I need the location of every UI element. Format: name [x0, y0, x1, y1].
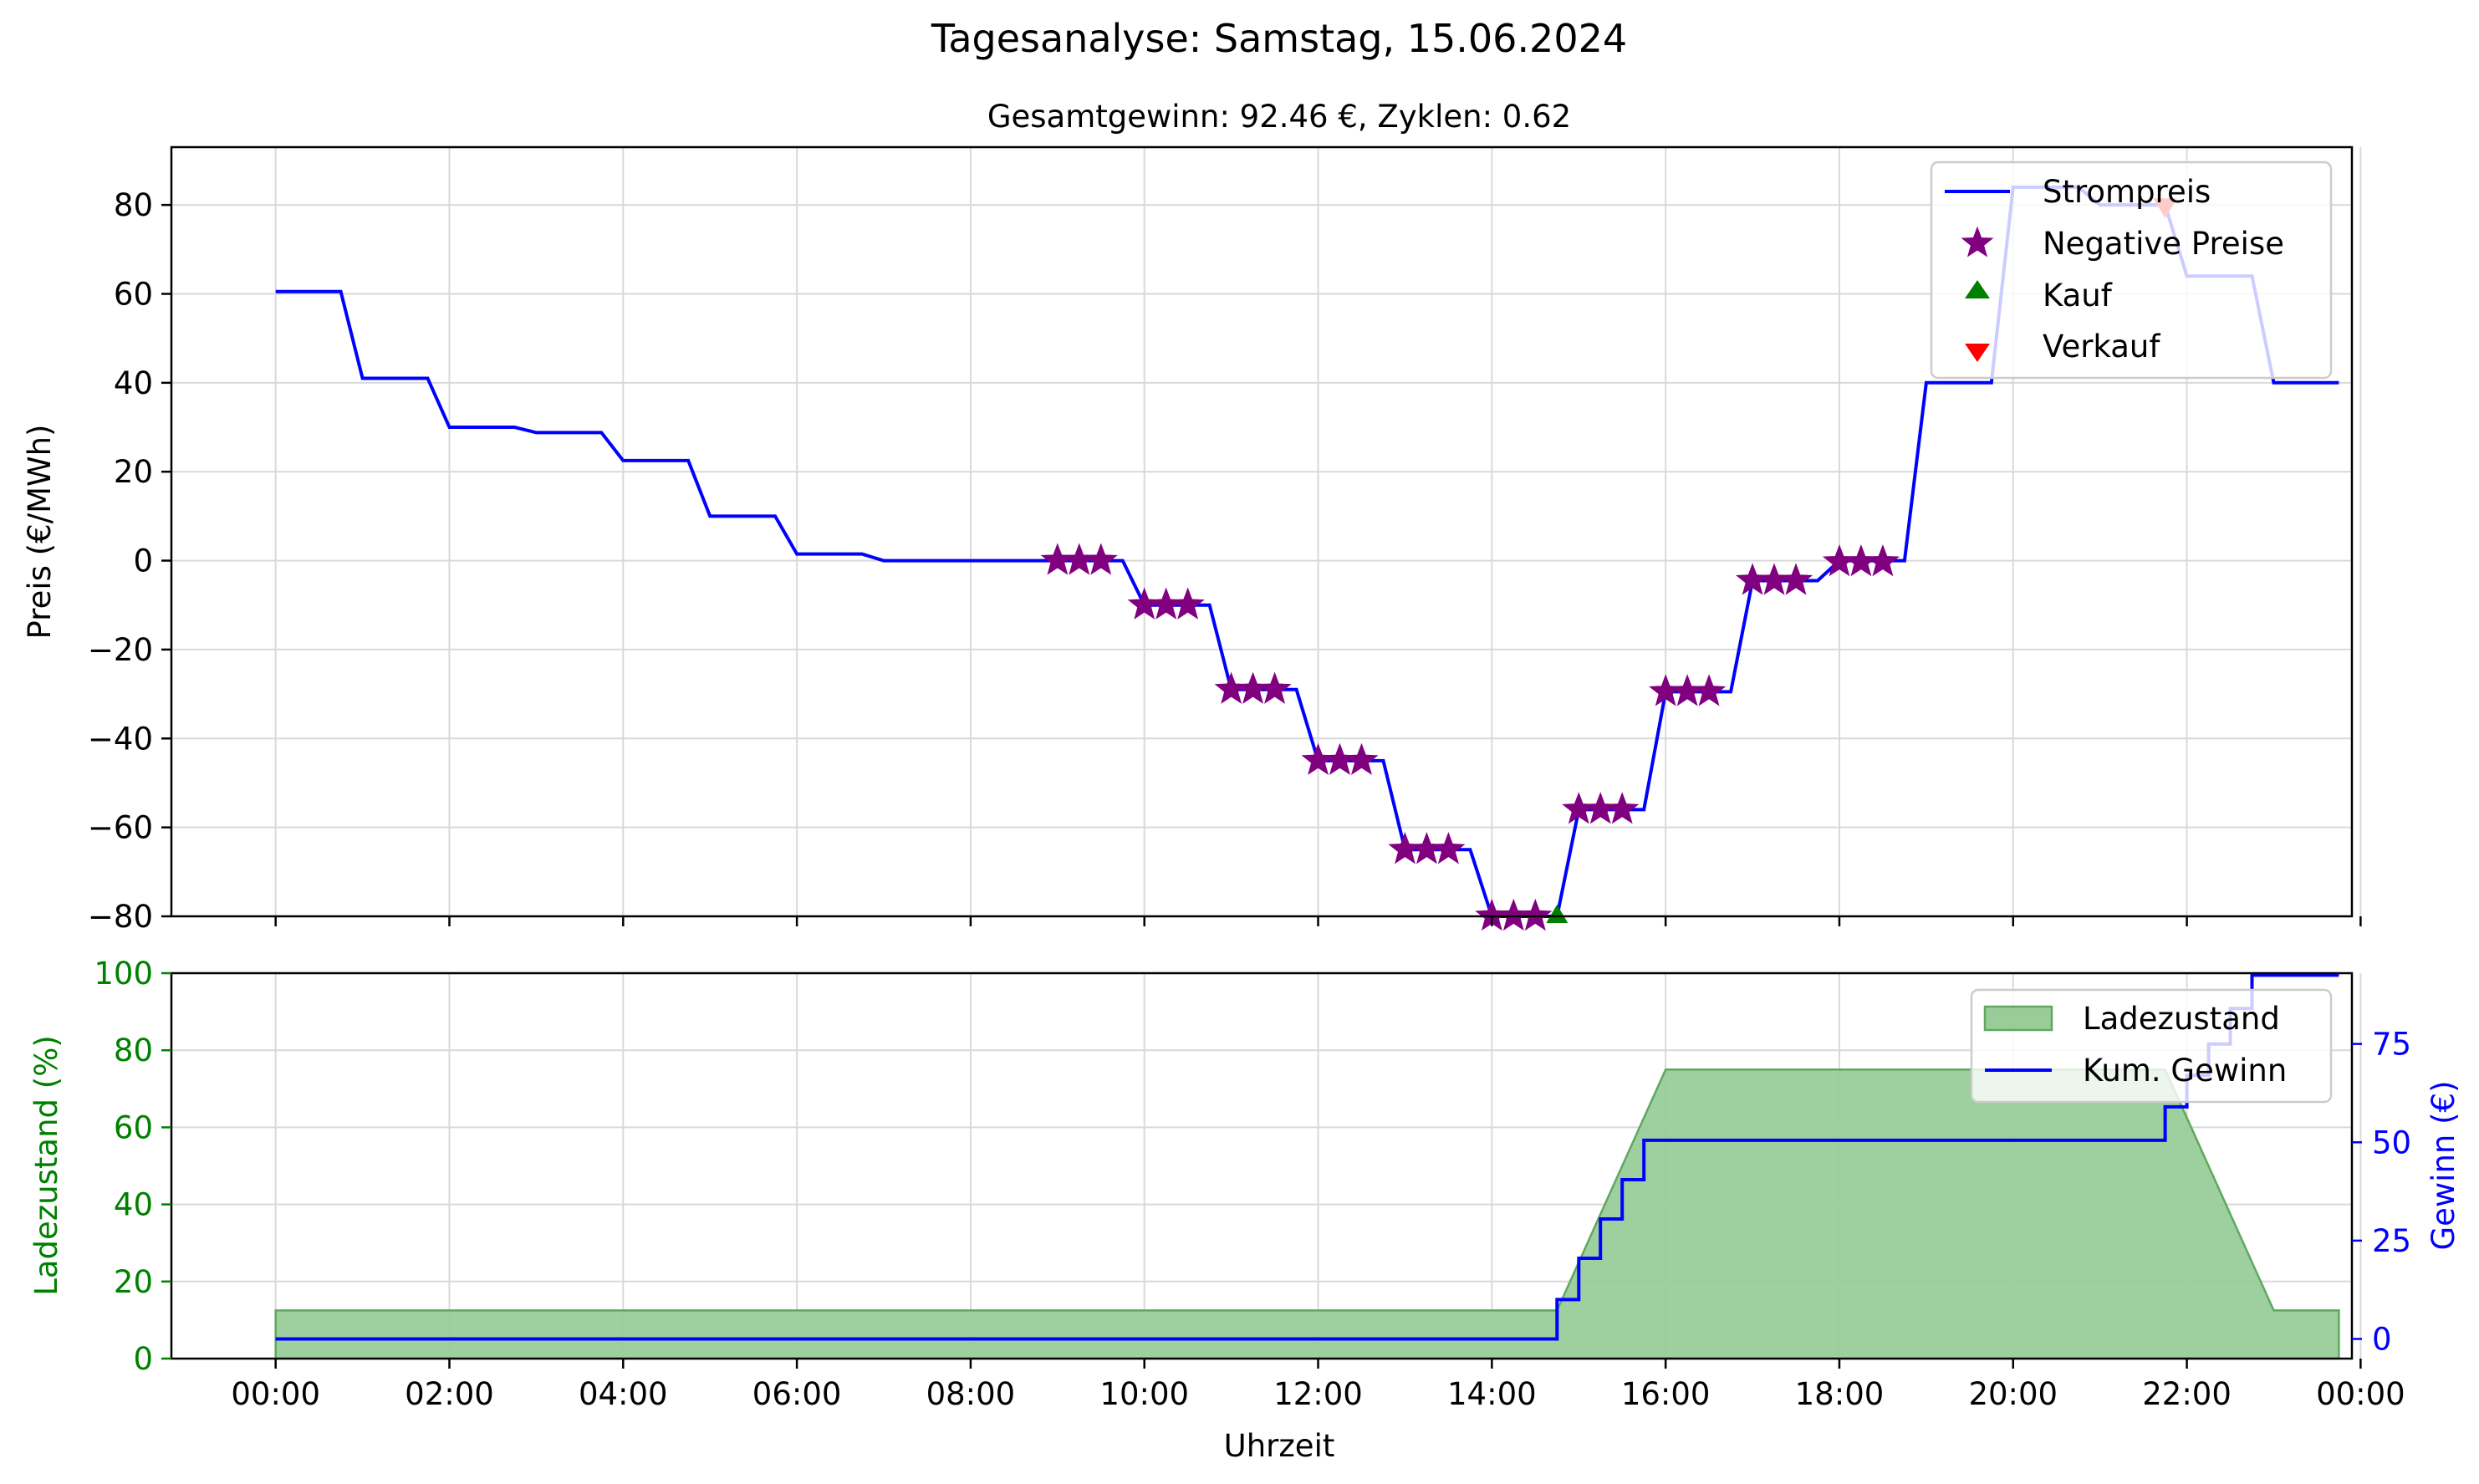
soc-y-tick-label: 80 [114, 1033, 153, 1068]
legend-star-icon [1961, 226, 1994, 258]
buy-marker [1546, 905, 1569, 923]
negative-price-star [1865, 544, 1900, 577]
negative-price-star [1605, 792, 1640, 824]
price-legend-box [1930, 161, 2333, 380]
chart-subtitle: Gesamtgewinn: 92.46 €, Zyklen: 0.62 [987, 99, 1571, 135]
legend-sell-triangle-icon [1965, 344, 1990, 362]
price-legend-label: Kauf [2043, 278, 2113, 314]
time-x-tick-label: 12:00 [1273, 1376, 1363, 1412]
time-x-tick-label: 22:00 [2142, 1376, 2232, 1412]
price-y-tick-label: 40 [114, 365, 153, 401]
x-axis-label: Uhrzeit [1224, 1428, 1335, 1464]
time-x-tick-label: 16:00 [1621, 1376, 1711, 1412]
price-y-tick-label: 80 [114, 187, 153, 223]
time-x-tick-label: 02:00 [405, 1376, 494, 1412]
price-y-tick-label: −20 [88, 632, 153, 668]
price-legend-label: Negative Preise [2043, 226, 2284, 262]
soc-y-tick-label: 0 [133, 1341, 153, 1377]
time-x-tick-label: 06:00 [752, 1376, 842, 1412]
price-y-ticks: −80 −60 −40 −20 0 20 40 60 80 [88, 187, 171, 935]
legend-area-swatch-icon [1983, 1005, 2053, 1032]
profit-y-axis-label: Gewinn (€) [2425, 1080, 2461, 1250]
soc-legend-label: Kum. Gewinn [2083, 1053, 2287, 1089]
profit-y-tick-label: 0 [2372, 1321, 2392, 1357]
negative-price-star [1518, 898, 1553, 931]
price-y-tick-label: 20 [114, 454, 153, 490]
soc-y-tick-label: 60 [114, 1109, 153, 1145]
negative-price-markers [1040, 543, 1900, 931]
time-x-tick-label: 10:00 [1099, 1376, 1189, 1412]
negative-price-star [1691, 674, 1727, 706]
time-x-ticks: 00:00 02:00 04:00 06:00 08:00 10:00 12:00 14:00… [231, 1359, 2405, 1412]
price-x-ticks [274, 916, 2362, 926]
time-x-tick-label: 08:00 [926, 1376, 1016, 1412]
soc-panel: 0 20 40 60 80 100 0 25 50 75 00:00 02:00 04:00 06:0… [28, 956, 2461, 1464]
soc-legend: Ladezustand Kum. Gewinn [1970, 988, 2333, 1104]
profit-y-tick-label: 75 [2372, 1027, 2411, 1063]
profit-y-ticks: 0 25 50 75 [2352, 1027, 2411, 1357]
soc-y-ticks: 0 20 40 60 80 100 [94, 956, 171, 1377]
price-y-tick-label: 60 [114, 276, 153, 312]
price-plot-frame [170, 145, 2354, 918]
negative-price-star [1778, 563, 1813, 595]
soc-y-axis-label: Ladezustand (%) [28, 1035, 64, 1296]
soc-y-tick-label: 20 [114, 1264, 153, 1300]
negative-price-star [1257, 671, 1292, 704]
price-y-tick-label: −80 [88, 899, 153, 935]
legend-buy-triangle-icon [1965, 280, 1990, 298]
soc-y-tick-label: 40 [114, 1187, 153, 1223]
price-legend: Strompreis Negative Preise Kauf Verkauf [1930, 161, 2333, 380]
time-x-tick-label: 04:00 [579, 1376, 668, 1412]
soc-plot-frame [170, 971, 2354, 1360]
time-x-tick-label: 20:00 [1968, 1376, 2058, 1412]
price-series [275, 185, 2339, 931]
time-x-tick-label: 14:00 [1447, 1376, 1537, 1412]
price-y-tick-label: −60 [88, 810, 153, 846]
soc-legend-box [1970, 988, 2333, 1104]
soc-y-tick-label: 100 [94, 956, 153, 992]
soc-legend-label: Ladezustand [2083, 1001, 2280, 1037]
price-y-axis-label: Preis (€/MWh) [22, 425, 58, 640]
chart-title: Tagesanalyse: Samstag, 15.06.2024 [931, 16, 1627, 61]
negative-price-star [1431, 832, 1466, 864]
negative-price-star [1344, 742, 1379, 775]
time-x-tick-label: 00:00 [2316, 1376, 2405, 1412]
price-y-tick-label: −40 [88, 721, 153, 757]
price-legend-label: Strompreis [2043, 174, 2211, 210]
buy-markers [1546, 905, 1569, 923]
price-panel: −80 −60 −40 −20 0 20 40 60 80 Preis (€/MWh) Stro… [22, 145, 2362, 935]
time-x-tick-label: 18:00 [1795, 1376, 1885, 1412]
price-y-tick-label: 0 [133, 543, 153, 579]
negative-price-star [1171, 587, 1205, 620]
negative-price-star [1084, 543, 1118, 575]
price-legend-label: Verkauf [2043, 329, 2160, 365]
profit-y-tick-label: 50 [2372, 1124, 2411, 1160]
time-x-tick-label: 00:00 [231, 1376, 320, 1412]
profit-y-tick-label: 25 [2372, 1223, 2411, 1259]
